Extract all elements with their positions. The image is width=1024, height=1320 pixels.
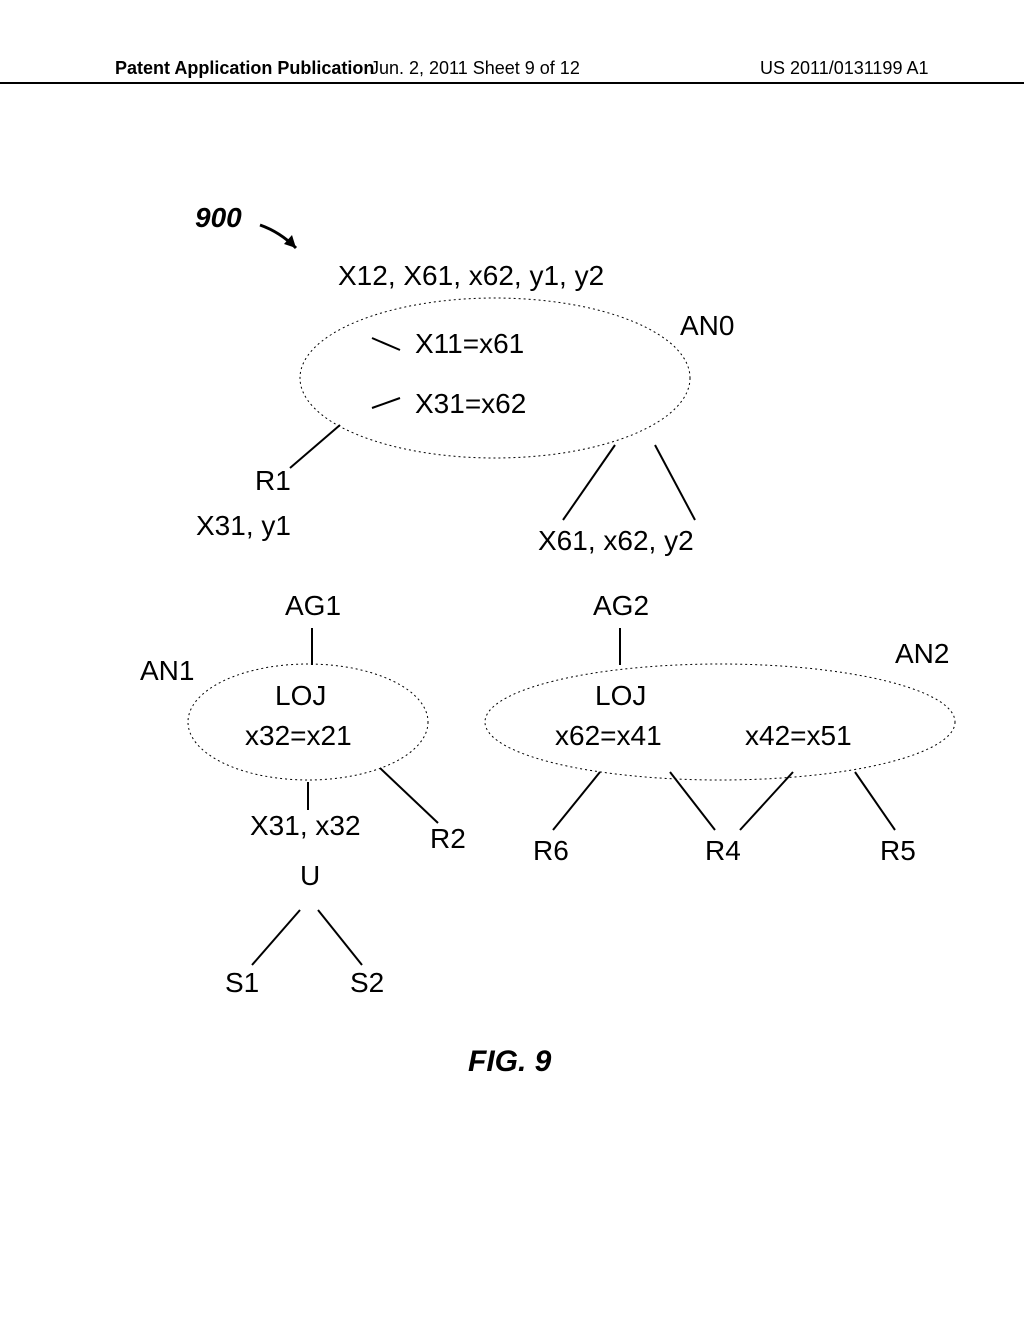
an1-label: AN1	[140, 655, 194, 687]
an2-label: AN2	[895, 638, 949, 670]
an1-output: X31, x32	[250, 810, 361, 842]
s1-label: S1	[225, 967, 259, 999]
an0-label: AN0	[680, 310, 734, 342]
an1-loj: LOJ	[275, 680, 326, 712]
an2-cond2: x42=x51	[745, 720, 852, 752]
figure-ref: 900	[195, 202, 242, 234]
r2-label: R2	[430, 823, 466, 855]
an0-cond1: X11=x61	[415, 328, 524, 360]
s2-label: S2	[350, 967, 384, 999]
an0-cond2: X31=x62	[415, 388, 526, 420]
an1-cond: x32=x21	[245, 720, 352, 752]
u-label: U	[300, 860, 320, 892]
header-date-sheet: Jun. 2, 2011 Sheet 9 of 12	[370, 58, 580, 79]
r1-label: R1	[255, 465, 291, 497]
top-output-label: X12, X61, x62, y1, y2	[338, 260, 604, 292]
ag1-label: AG1	[285, 590, 341, 622]
r1-output: X31, y1	[196, 510, 291, 542]
right-mid-label: X61, x62, y2	[538, 525, 694, 557]
r4-label: R4	[705, 835, 741, 867]
header-rule: Patent Application Publication Jun. 2, 2…	[0, 82, 1024, 84]
page: Patent Application Publication Jun. 2, 2…	[0, 0, 1024, 1320]
r6-label: R6	[533, 835, 569, 867]
ag2-label: AG2	[593, 590, 649, 622]
an2-cond1: x62=x41	[555, 720, 662, 752]
r5-label: R5	[880, 835, 916, 867]
header-docket: US 2011/0131199 A1	[760, 58, 928, 79]
an2-loj: LOJ	[595, 680, 646, 712]
diagram-area: 900 X12, X61, x62, y1, y2 AN0 X11=x61 X3…	[0, 210, 1024, 1110]
figure-caption: FIG. 9	[468, 1045, 551, 1079]
header-publication: Patent Application Publication	[115, 58, 374, 79]
